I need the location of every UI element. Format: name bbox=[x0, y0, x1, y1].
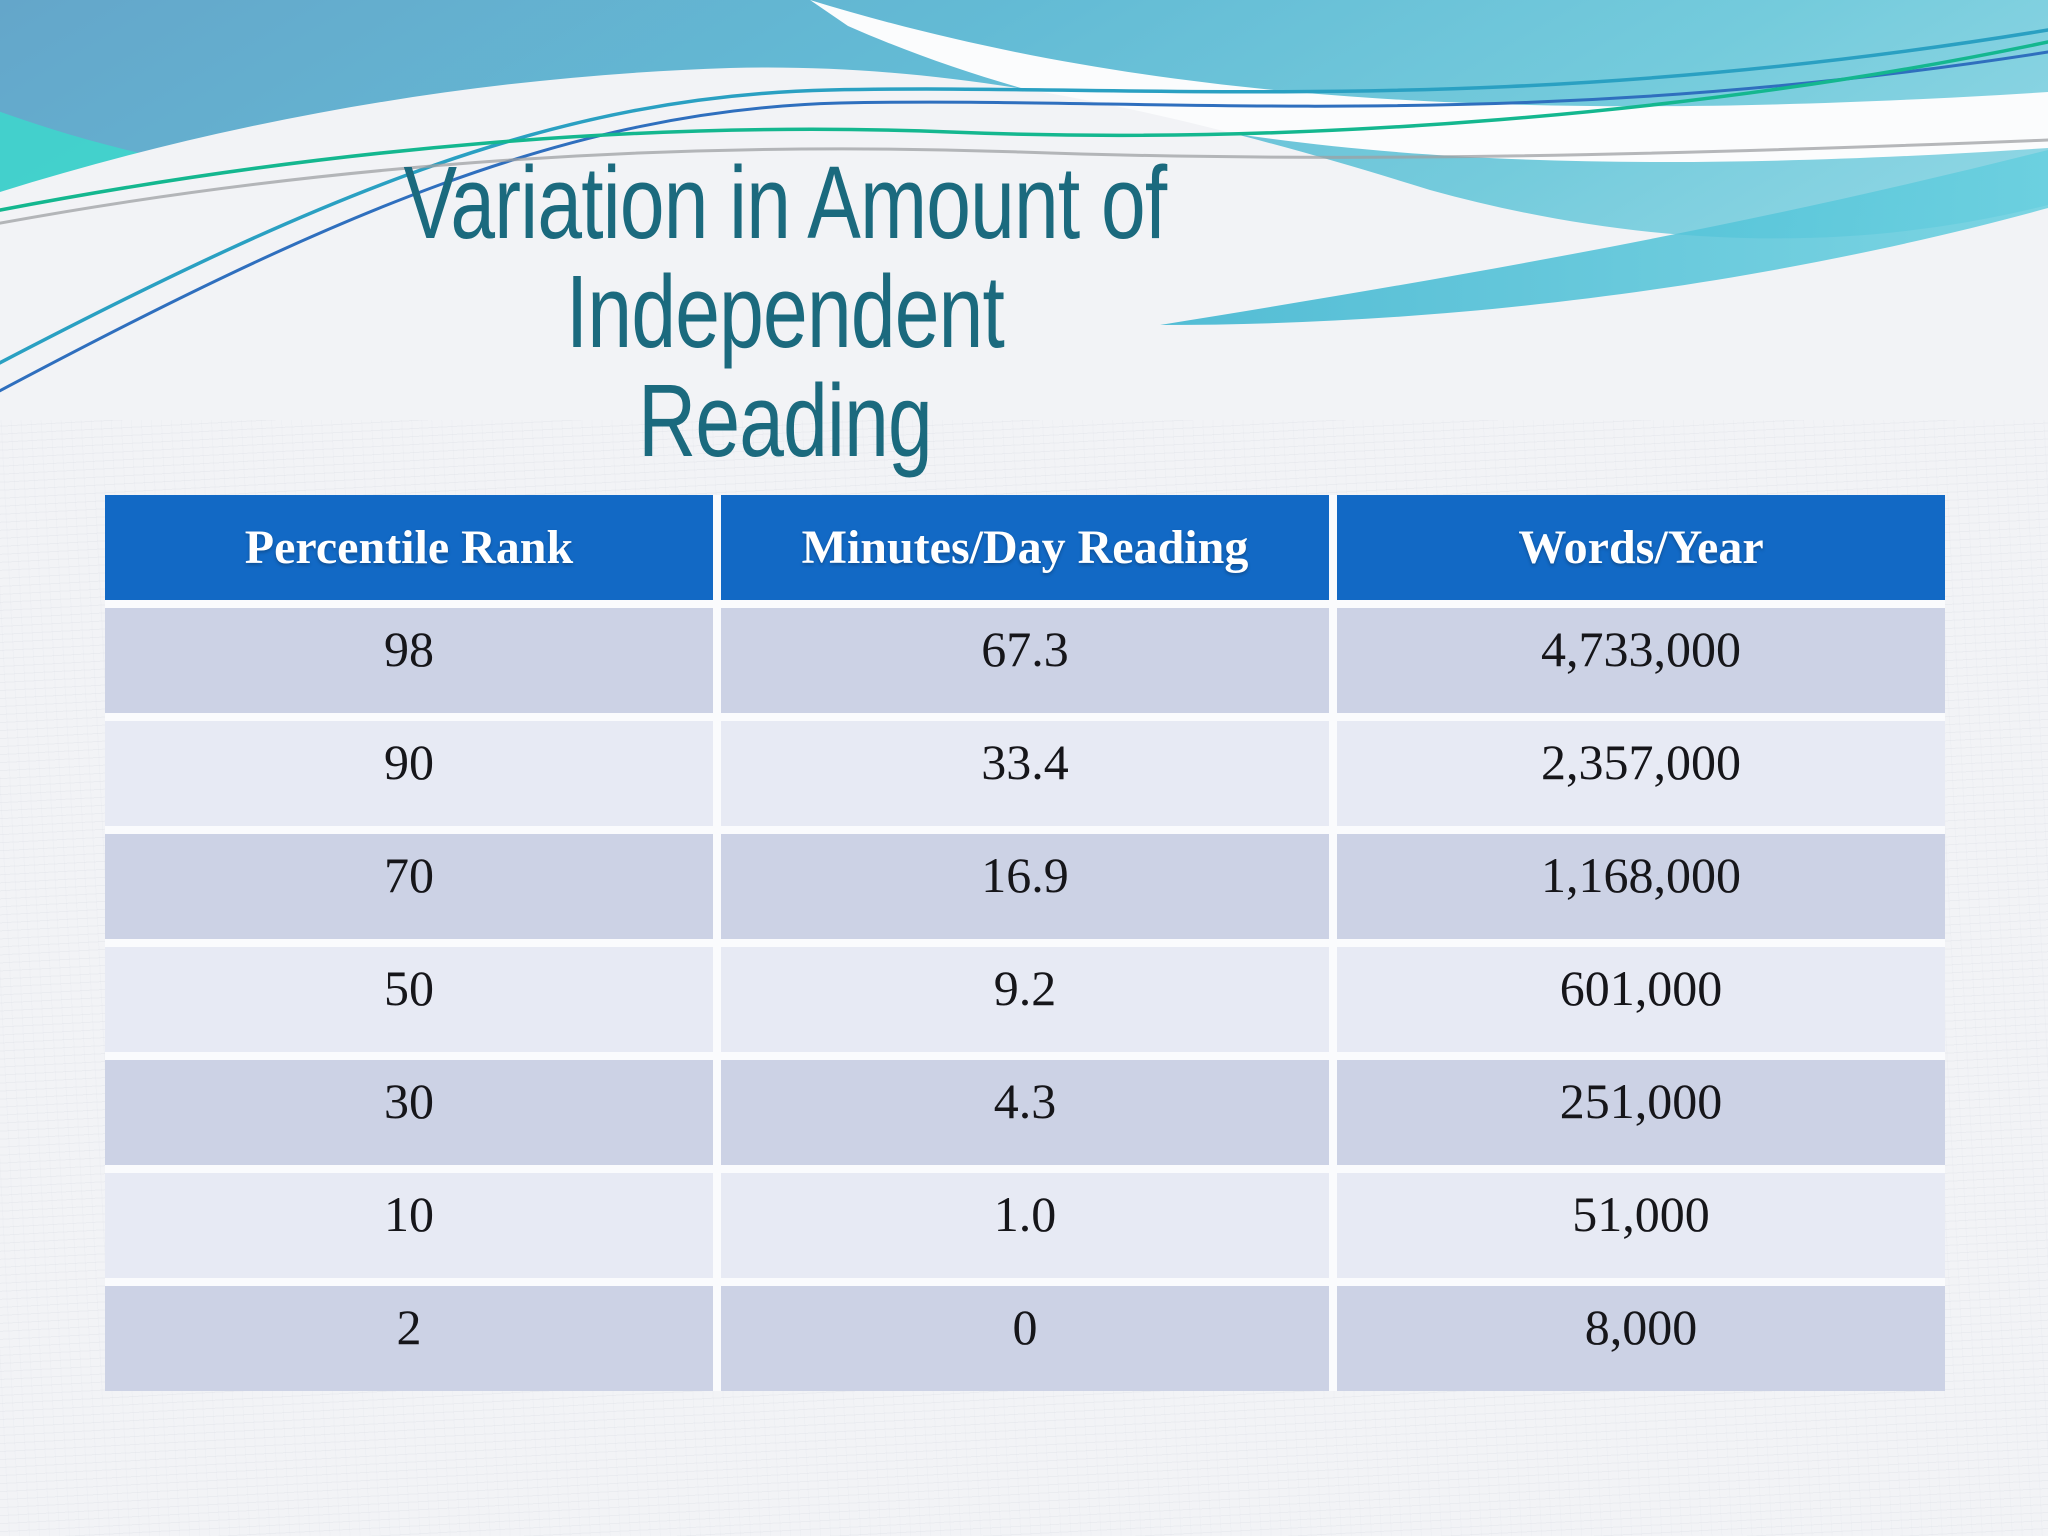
table-cell: 251,000 bbox=[1337, 1060, 1945, 1165]
slide-title-line1: Variation in Amount of Independent bbox=[403, 145, 1168, 370]
white-swoosh-strip bbox=[810, 0, 2048, 162]
accent-line-blue bbox=[0, 50, 2048, 393]
table-cell: 98 bbox=[105, 608, 713, 713]
teal-wedge-right bbox=[1160, 150, 2048, 325]
reading-table: Percentile Rank Minutes/Day Reading Word… bbox=[105, 495, 1945, 1391]
table-cell: 51,000 bbox=[1337, 1173, 1945, 1278]
table-cell: 90 bbox=[105, 721, 713, 826]
table-cell: 8,000 bbox=[1337, 1286, 1945, 1391]
table-cell: 10 bbox=[105, 1173, 713, 1278]
table-header-cell-minutes: Minutes/Day Reading bbox=[721, 495, 1329, 600]
white-dome bbox=[0, 67, 2048, 420]
table-cell: 9.2 bbox=[721, 947, 1329, 1052]
table-cell: 70 bbox=[105, 834, 713, 939]
table-cell: 67.3 bbox=[721, 608, 1329, 713]
decorative-wave-header bbox=[0, 0, 2048, 420]
table-cell: 4.3 bbox=[721, 1060, 1329, 1165]
table-cell: 30 bbox=[105, 1060, 713, 1165]
table-cell: 2,357,000 bbox=[1337, 721, 1945, 826]
table-cell: 601,000 bbox=[1337, 947, 1945, 1052]
table-header-cell-words: Words/Year bbox=[1337, 495, 1945, 600]
slide-title-line2: Reading bbox=[638, 363, 933, 479]
table-cell: 4,733,000 bbox=[1337, 608, 1945, 713]
table-header-cell-percentile: Percentile Rank bbox=[105, 495, 713, 600]
table-cell: 0 bbox=[721, 1286, 1329, 1391]
table-cell: 16.9 bbox=[721, 834, 1329, 939]
table-cell: 2 bbox=[105, 1286, 713, 1391]
slide-title: Variation in Amount of Independent Readi… bbox=[239, 148, 1331, 476]
table-cell: 33.4 bbox=[721, 721, 1329, 826]
accent-line-gray bbox=[0, 138, 2048, 225]
table-cell: 50 bbox=[105, 947, 713, 1052]
accent-line-green bbox=[0, 40, 2048, 212]
table-cell: 1.0 bbox=[721, 1173, 1329, 1278]
accent-line-teal bbox=[0, 28, 2048, 365]
table-cell: 1,168,000 bbox=[1337, 834, 1945, 939]
